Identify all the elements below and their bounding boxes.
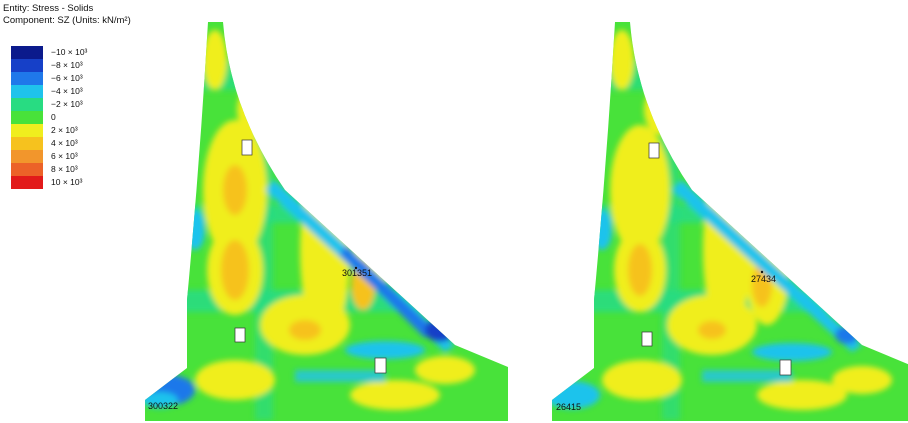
opening-lower-left (641, 331, 653, 347)
min-point-label: 26415 (556, 402, 581, 412)
opening-upper (648, 142, 660, 159)
contour-field-left (145, 22, 508, 421)
legend-label: −10 × 10³ (51, 47, 88, 57)
entity-title: Entity: Stress - Solids (3, 3, 94, 14)
contour-field-right (552, 22, 908, 421)
legend-label: 2 × 10³ (51, 125, 78, 135)
legend-swatch (11, 85, 43, 98)
legend-swatch (11, 46, 43, 59)
legend-label: −2 × 10³ (51, 99, 83, 109)
legend-swatch (11, 72, 43, 85)
legend-swatch (11, 176, 43, 189)
max-point-marker (760, 270, 764, 274)
opening-lower-right (374, 357, 387, 374)
legend-swatch (11, 163, 43, 176)
legend-label: 6 × 10³ (51, 151, 78, 161)
legend-label: −6 × 10³ (51, 73, 83, 83)
legend-swatch (11, 111, 43, 124)
legend-swatch (11, 150, 43, 163)
legend-swatch (11, 98, 43, 111)
legend-label: 4 × 10³ (51, 138, 78, 148)
legend-swatch (11, 137, 43, 150)
section-right: 27434 26415 (552, 22, 908, 421)
legend-label: −4 × 10³ (51, 86, 83, 96)
opening-lower-left (234, 327, 246, 343)
section-left: 301351 300322 (145, 22, 508, 421)
entity-header: Entity: Stress - Solids Component: SZ (U… (3, 3, 131, 26)
max-point-label: 301351 (342, 268, 372, 278)
legend-label: −8 × 10³ (51, 60, 83, 70)
component-title: Component: SZ (Units: kN/m²) (3, 14, 131, 26)
legend-swatch (11, 124, 43, 137)
max-point-marker (354, 266, 358, 270)
legend-swatch (11, 59, 43, 72)
legend-label: 0 (51, 112, 56, 122)
opening-upper (241, 139, 253, 156)
opening-lower-right (779, 359, 792, 376)
legend-label: 8 × 10³ (51, 164, 78, 174)
min-point-label: 300322 (148, 401, 178, 411)
legend-label: 10 × 10³ (51, 177, 83, 187)
max-point-label: 27434 (751, 274, 776, 284)
